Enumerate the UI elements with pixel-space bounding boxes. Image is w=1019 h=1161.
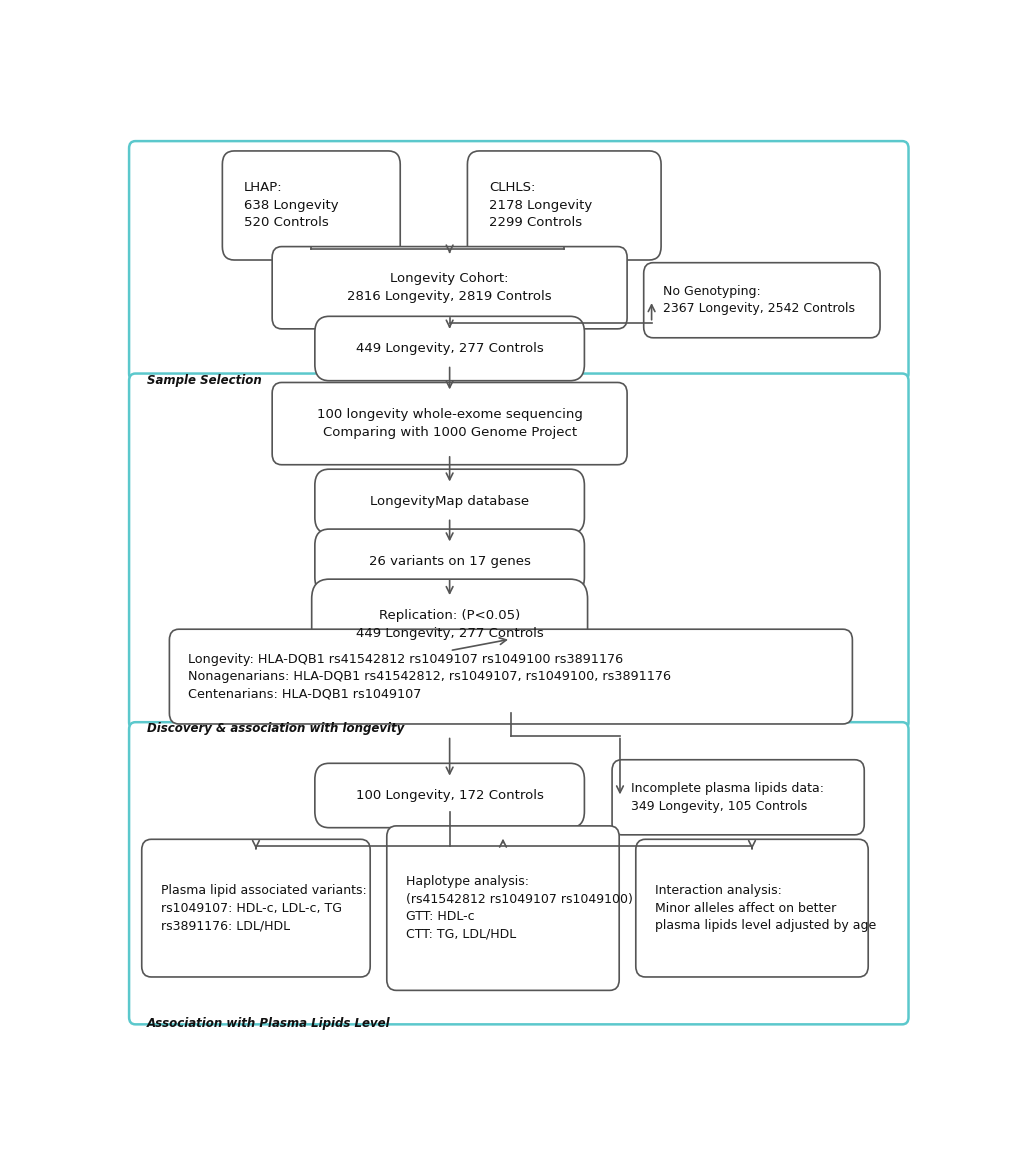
FancyBboxPatch shape	[129, 142, 908, 381]
FancyBboxPatch shape	[169, 629, 852, 724]
FancyBboxPatch shape	[611, 759, 863, 835]
Text: LongevityMap database: LongevityMap database	[370, 495, 529, 507]
FancyBboxPatch shape	[272, 246, 627, 329]
FancyBboxPatch shape	[386, 825, 619, 990]
Text: Sample Selection: Sample Selection	[147, 374, 262, 387]
FancyBboxPatch shape	[142, 839, 370, 976]
Text: Association with Plasma Lipids Level: Association with Plasma Lipids Level	[147, 1017, 390, 1030]
Text: 449 Longevity, 277 Controls: 449 Longevity, 277 Controls	[356, 342, 543, 355]
Text: LHAP:
638 Longevity
520 Controls: LHAP: 638 Longevity 520 Controls	[244, 181, 338, 230]
Text: Haplotype analysis:
(rs41542812 rs1049107 rs1049100)
GTT: HDL-c
CTT: TG, LDL/HDL: Haplotype analysis: (rs41542812 rs104910…	[406, 875, 632, 940]
FancyBboxPatch shape	[315, 529, 584, 593]
Text: Incomplete plasma lipids data:
349 Longevity, 105 Controls: Incomplete plasma lipids data: 349 Longe…	[631, 783, 823, 813]
Text: Longevity: HLA-DQB1 rs41542812 rs1049107 rs1049100 rs3891176
Nonagenarians: HLA-: Longevity: HLA-DQB1 rs41542812 rs1049107…	[189, 652, 671, 700]
FancyBboxPatch shape	[272, 382, 627, 464]
Text: Longevity Cohort:
2816 Longevity, 2819 Controls: Longevity Cohort: 2816 Longevity, 2819 C…	[347, 273, 551, 303]
Text: 100 Longevity, 172 Controls: 100 Longevity, 172 Controls	[356, 789, 543, 802]
FancyBboxPatch shape	[635, 839, 867, 976]
Text: 26 variants on 17 genes: 26 variants on 17 genes	[368, 555, 530, 568]
FancyBboxPatch shape	[312, 579, 587, 670]
Text: No Genotyping:
2367 Longevity, 2542 Controls: No Genotyping: 2367 Longevity, 2542 Cont…	[662, 284, 854, 316]
Text: 100 longevity whole-exome sequencing
Comparing with 1000 Genome Project: 100 longevity whole-exome sequencing Com…	[316, 409, 582, 439]
Text: Plasma lipid associated variants:
rs1049107: HDL-c, LDL-c, TG
rs3891176: LDL/HDL: Plasma lipid associated variants: rs1049…	[161, 885, 366, 932]
Text: Replication: (P<0.05)
449 Longevity, 277 Controls: Replication: (P<0.05) 449 Longevity, 277…	[356, 610, 543, 640]
FancyBboxPatch shape	[467, 151, 660, 260]
FancyBboxPatch shape	[315, 469, 584, 534]
Text: Interaction analysis:
Minor alleles affect on better
plasma lipids level adjuste: Interaction analysis: Minor alleles affe…	[654, 885, 875, 932]
FancyBboxPatch shape	[315, 316, 584, 381]
Text: CLHLS:
2178 Longevity
2299 Controls: CLHLS: 2178 Longevity 2299 Controls	[488, 181, 591, 230]
FancyBboxPatch shape	[222, 151, 399, 260]
FancyBboxPatch shape	[129, 374, 908, 729]
FancyBboxPatch shape	[315, 763, 584, 828]
FancyBboxPatch shape	[129, 722, 908, 1024]
Text: Discovery & association with longevity: Discovery & association with longevity	[147, 722, 405, 735]
FancyBboxPatch shape	[643, 262, 879, 338]
